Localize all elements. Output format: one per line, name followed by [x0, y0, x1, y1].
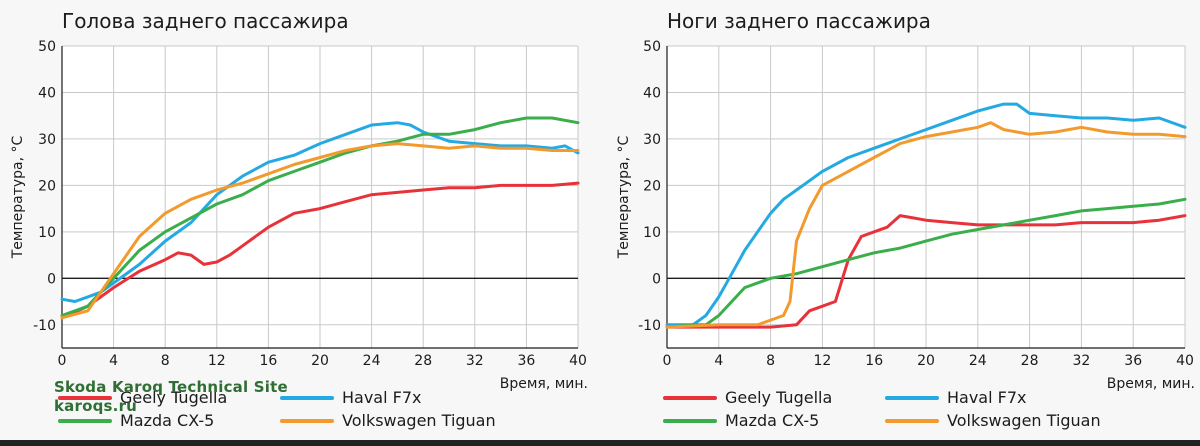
chart-title: Голова заднего пассажира [62, 9, 349, 33]
x-axis-label: Время, мин. [1107, 376, 1195, 392]
legend-label-geely-tugella: Geely Tugella [725, 388, 832, 407]
legend-label-mazda-cx-5: Mazda CX-5 [120, 411, 214, 430]
legend: Geely Tugella Haval F7x Mazda CX-5 Volkswag… [663, 388, 1101, 430]
y-tick-label: 30 [643, 132, 661, 148]
x-tick-label: 36 [1124, 353, 1142, 369]
legend-label-volkswagen-tiguan: Volkswagen Tiguan [342, 411, 496, 430]
series-line-haval-f7x [60, 121, 580, 303]
x-tick-label: 32 [1072, 353, 1090, 369]
x-tick-label: 28 [414, 353, 432, 369]
legend-label-haval-f7x: Haval F7x [947, 388, 1027, 407]
watermark-line-2: karoqs.ru [54, 397, 138, 415]
y-tick-label: 10 [38, 225, 56, 241]
x-tick-label: 24 [969, 353, 987, 369]
x-tick-label: 8 [161, 353, 170, 369]
watermark: Skoda Karoq Technical Site karoqs.ru [54, 378, 288, 416]
legend-label-volkswagen-tiguan: Volkswagen Tiguan [947, 411, 1101, 430]
y-tick-label: 0 [47, 271, 56, 287]
x-tick-label: 0 [663, 353, 672, 369]
x-tick-label: 4 [714, 353, 723, 369]
legend: Geely Tugella Haval F7x Mazda CX-5 Volkswag… [58, 388, 496, 430]
x-tick-label: 20 [917, 353, 935, 369]
series-line-volkswagen-tiguan [665, 121, 1187, 329]
x-tick-label: 12 [208, 353, 226, 369]
y-tick-label: 40 [643, 85, 661, 101]
y-tick-label: 10 [643, 225, 661, 241]
y-tick-label: 40 [38, 85, 56, 101]
x-tick-label: 40 [569, 353, 587, 369]
series-line-geely-tugella [665, 214, 1187, 329]
y-tick-label: 0 [652, 271, 661, 287]
x-tick-label: 16 [865, 353, 883, 369]
chart-panel-1: 0 4 8 12 16 20 24 28 32 36 40 -10 0 10 20 30 40 50 Голова … [10, 9, 588, 430]
series-line-geely-tugella [60, 181, 580, 320]
x-tick-label: 12 [813, 353, 831, 369]
legend-label-geely-tugella: Geely Tugella [120, 388, 227, 407]
y-tick-label: 30 [38, 132, 56, 148]
chart-title: Ноги заднего пассажира [667, 9, 931, 33]
y-tick-label: -10 [33, 318, 56, 334]
x-tick-label: 0 [58, 353, 67, 369]
x-axis-label: Время, мин. [500, 376, 588, 392]
x-tick-label: 28 [1021, 353, 1039, 369]
y-axis-label: Температура, °C [616, 136, 632, 260]
legend-label-mazda-cx-5: Mazda CX-5 [725, 411, 819, 430]
y-tick-label: 20 [643, 178, 661, 194]
y-tick-label: 50 [38, 39, 56, 55]
legend-label-haval-f7x: Haval F7x [342, 388, 422, 407]
x-tick-label: 16 [259, 353, 277, 369]
x-tick-label: 32 [466, 353, 484, 369]
x-tick-label: 8 [766, 353, 775, 369]
bottom-divider [0, 440, 1200, 446]
x-tick-label: 20 [311, 353, 329, 369]
y-tick-label: 20 [38, 178, 56, 194]
x-tick-label: 40 [1176, 353, 1194, 369]
y-axis-label: Температура, °C [10, 136, 26, 260]
series-line-haval-f7x [665, 102, 1187, 327]
y-tick-label: 50 [643, 39, 661, 55]
watermark-line-1: Skoda Karoq Technical Site [54, 378, 288, 396]
series-line-volkswagen-tiguan [60, 142, 580, 320]
x-tick-label: 36 [517, 353, 535, 369]
series-line-mazda-cx-5 [60, 116, 580, 317]
chart-panel-2: 0 4 8 12 16 20 24 28 32 36 40 -10 0 10 20 30 40 50 Ноги за… [616, 9, 1195, 430]
x-tick-label: 4 [109, 353, 118, 369]
x-tick-label: 24 [363, 353, 381, 369]
y-tick-label: -10 [638, 318, 661, 334]
series-line-mazda-cx-5 [665, 197, 1187, 329]
